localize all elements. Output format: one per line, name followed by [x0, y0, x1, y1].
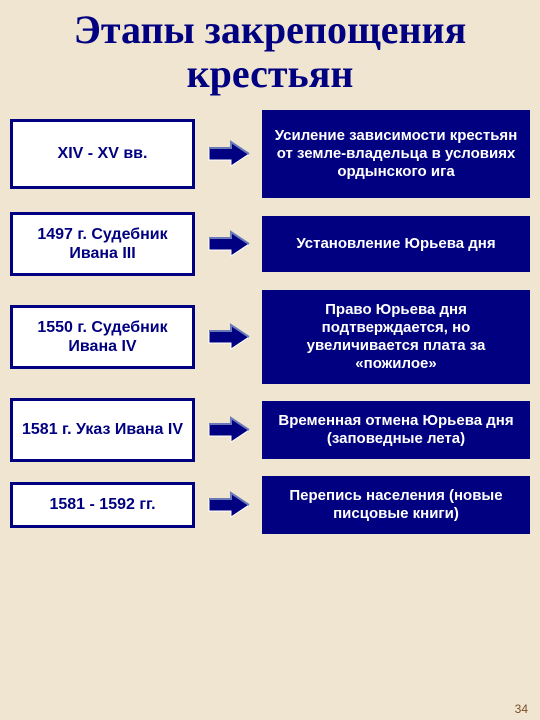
- stage-row: XIV - XV вв. Усиление зависимости кресть…: [10, 110, 530, 198]
- stage-desc-label: Временная отмена Юрьева дня (заповедные …: [271, 412, 521, 448]
- stage-desc-label: Усиление зависимости крестьян от земле-в…: [271, 127, 521, 181]
- stage-desc-box: Установление Юрьева дня: [262, 216, 530, 272]
- stage-period-label: 1497 г. Судебник Ивана III: [13, 225, 192, 263]
- stage-period-box: 1581 г. Указ Ивана IV: [10, 398, 195, 462]
- stage-row: 1550 г. Судебник Ивана IV Право Юрьева д…: [10, 290, 530, 384]
- stage-row: 1497 г. Судебник Ивана III Установление …: [10, 212, 530, 276]
- stage-period-box: XIV - XV вв.: [10, 119, 195, 189]
- arrow-icon: [203, 230, 255, 258]
- stage-period-label: 1581 г. Указ Ивана IV: [22, 420, 183, 439]
- stage-period-box: 1581 - 1592 гг.: [10, 482, 195, 528]
- stages-container: XIV - XV вв. Усиление зависимости кресть…: [10, 110, 530, 534]
- stage-desc-label: Установление Юрьева дня: [296, 235, 495, 253]
- slide-title: Этапы закрепощения крестьян: [10, 8, 530, 96]
- stage-desc-label: Перепись населения (новые писцовые книги…: [271, 487, 521, 523]
- stage-desc-label: Право Юрьева дня подтверждается, но увел…: [271, 301, 521, 373]
- stage-desc-box: Временная отмена Юрьева дня (заповедные …: [262, 401, 530, 459]
- stage-period-box: 1497 г. Судебник Ивана III: [10, 212, 195, 276]
- stage-period-box: 1550 г. Судебник Ивана IV: [10, 305, 195, 369]
- stage-desc-box: Усиление зависимости крестьян от земле-в…: [262, 110, 530, 198]
- stage-period-label: XIV - XV вв.: [58, 144, 148, 163]
- stage-desc-box: Перепись населения (новые писцовые книги…: [262, 476, 530, 534]
- slide-page: Этапы закрепощения крестьян XIV - XV вв.…: [0, 0, 540, 720]
- arrow-icon: [203, 491, 255, 519]
- arrow-icon: [203, 140, 255, 168]
- stage-period-label: 1550 г. Судебник Ивана IV: [13, 318, 192, 356]
- arrow-icon: [203, 416, 255, 444]
- page-number: 34: [515, 702, 528, 716]
- stage-row: 1581 г. Указ Ивана IV Временная отмена Ю…: [10, 398, 530, 462]
- arrow-icon: [203, 323, 255, 351]
- stage-desc-box: Право Юрьева дня подтверждается, но увел…: [262, 290, 530, 384]
- stage-row: 1581 - 1592 гг. Перепись населения (новы…: [10, 476, 530, 534]
- stage-period-label: 1581 - 1592 гг.: [49, 495, 155, 514]
